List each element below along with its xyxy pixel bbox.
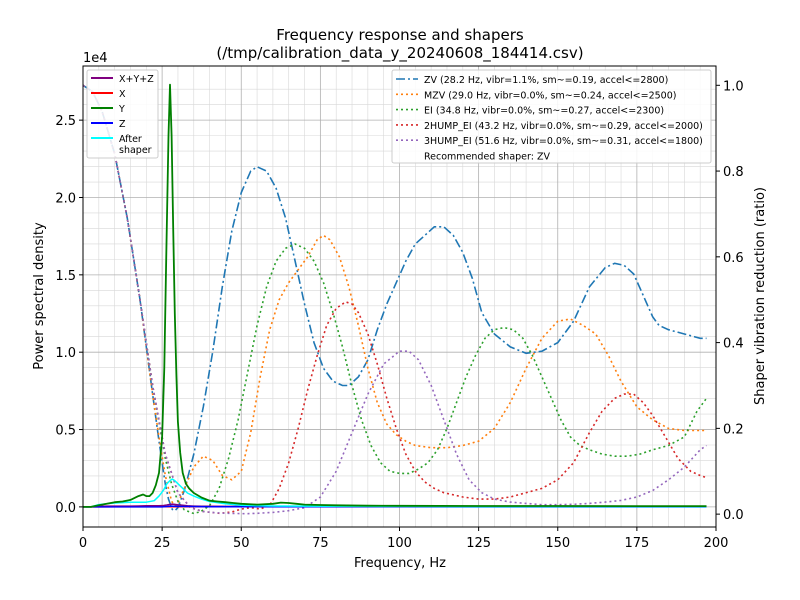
x-tick-label: 150 <box>545 536 570 551</box>
x-tick-label: 50 <box>233 536 250 551</box>
y2-tick-label: 0.4 <box>723 337 744 352</box>
y-multiplier-label: 1e4 <box>83 51 108 66</box>
legend-entry-label: Recommended shaper: ZV <box>424 152 550 163</box>
x-tick-label: 125 <box>466 536 491 551</box>
legend-entry-label: MZV (29.0 Hz, vibr=0.0%, sm~=0.24, accel… <box>424 90 676 101</box>
legend-entry-label: Y <box>118 104 125 115</box>
y2-tick-label: 0.2 <box>723 422 744 437</box>
y-tick-label: 0.0 <box>55 501 76 516</box>
legend-entry-label-line: shaper <box>119 145 152 156</box>
legend-entry-label: After shaper <box>119 134 152 156</box>
legend-entry-label-line: After <box>119 134 142 145</box>
legend-entry-label-line: Y <box>118 104 125 115</box>
x-axis-label: Frequency, Hz <box>354 556 446 571</box>
axis-ticks: 0 25 50 75 100 125 150 175 200 0.0 0.5 1.0 1.5 2.0 2.5… <box>55 79 743 551</box>
x-tick-label: 0 <box>79 536 87 551</box>
legend-entry-label: Z <box>119 119 126 130</box>
y-tick-label: 1.5 <box>55 269 76 284</box>
legend-shapers-box <box>391 69 712 164</box>
shaper-line-ei <box>82 84 708 515</box>
psd-line-y <box>83 83 707 508</box>
shaper-line-mzv <box>82 84 707 507</box>
chart-title-line-1: Frequency response and shapers <box>276 26 524 44</box>
y-axis-label: Power spectral density <box>32 222 47 370</box>
y2-tick-label: 0.6 <box>723 251 744 266</box>
psd-line-after-shaper <box>83 478 707 508</box>
legend-entry-label-line: Z <box>119 119 126 130</box>
y2-tick-label: 1.0 <box>723 79 744 94</box>
y2-axis-label: Shaper vibration reduction (ratio) <box>753 187 768 405</box>
x-tick-label: 25 <box>154 536 171 551</box>
y2-tick-label: 0.0 <box>723 508 744 523</box>
legend-entry-label-line: X+Y+Z <box>119 74 154 85</box>
y-tick-label: 1.0 <box>55 346 76 361</box>
y-tick-label: 2.5 <box>55 114 76 129</box>
x-tick-label: 200 <box>704 536 729 551</box>
legend-entry-label: EI (34.8 Hz, vibr=0.0%, sm~=0.27, accel<… <box>424 106 664 117</box>
x-tick-label: 175 <box>624 536 649 551</box>
legend-entry-label-line: X <box>119 89 126 100</box>
chart-title-line-2: (/tmp/calibration_data_y_20240608_184414… <box>216 44 583 63</box>
legend-entry-label: 3HUMP_EI (51.6 Hz, vibr=0.0%, sm~=0.31, … <box>424 136 703 147</box>
legend-entry-label: ZV (28.2 Hz, vibr=1.1%, sm~=0.19, accel<… <box>424 75 668 86</box>
legend-psd: X+Y+Z XYZ After shaper <box>86 69 159 159</box>
legend-entry-label: X+Y+Z <box>119 74 154 85</box>
y-tick-label: 0.5 <box>55 424 76 439</box>
y-tick-label: 2.0 <box>55 191 76 206</box>
y2-tick-label: 0.8 <box>723 165 744 180</box>
legend-entry-label: X <box>119 89 126 100</box>
legend-entry-label: 2HUMP_EI (43.2 Hz, vibr=0.0%, sm~=0.29, … <box>424 121 703 132</box>
x-tick-label: 75 <box>312 536 329 551</box>
plot-traces <box>82 83 708 515</box>
legend-shapers: ZV (28.2 Hz, vibr=1.1%, sm~=0.19, accel<… <box>391 69 712 164</box>
x-tick-label: 100 <box>387 536 412 551</box>
